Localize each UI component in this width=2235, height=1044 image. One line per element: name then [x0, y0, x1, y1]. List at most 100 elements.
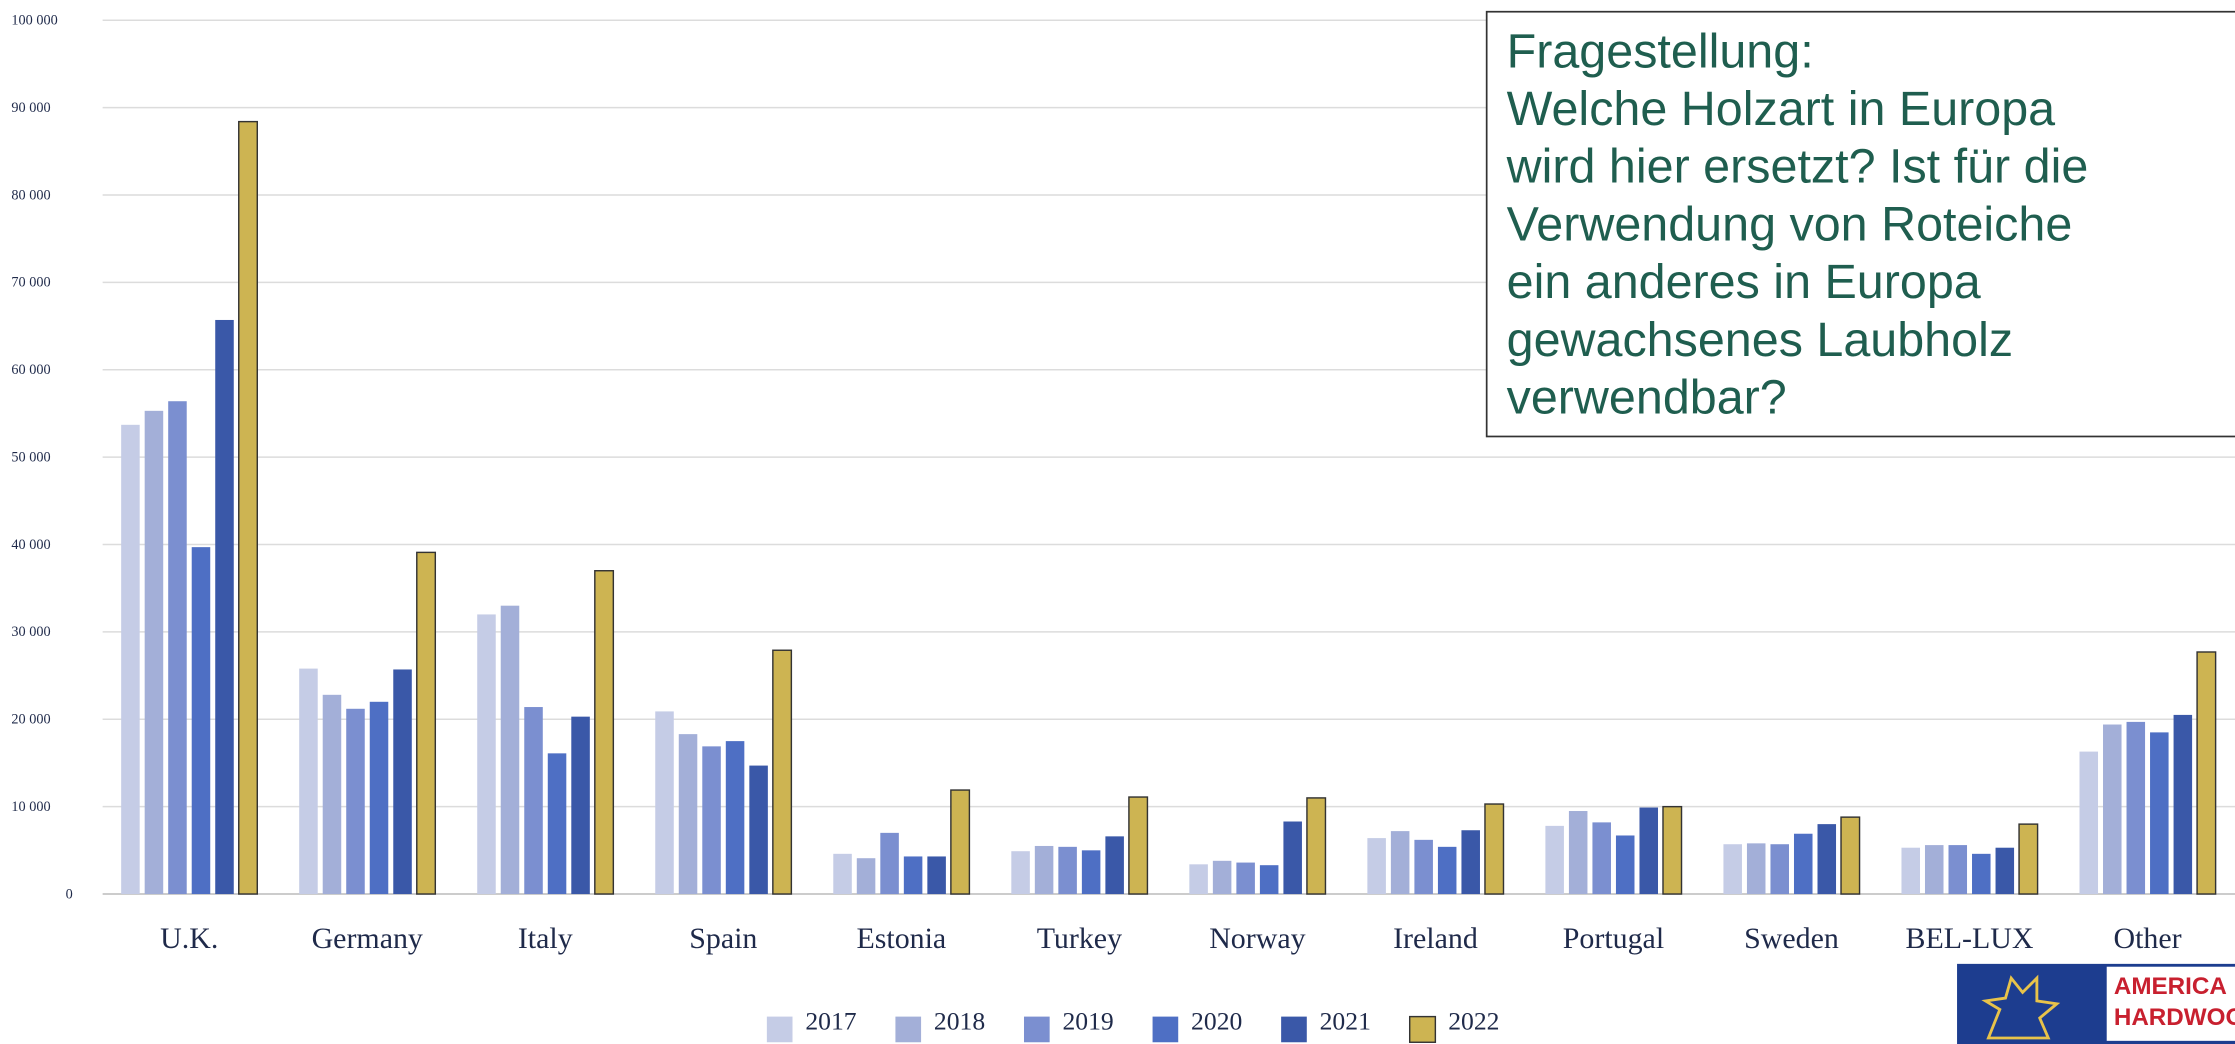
- bar: [678, 734, 698, 895]
- bar: [833, 853, 852, 895]
- x-tick-label: Norway: [1209, 922, 1305, 955]
- y-tick-label: 70 000: [11, 275, 50, 291]
- bar: [1058, 846, 1077, 895]
- bar: [2079, 751, 2099, 895]
- legend-label: 2021: [1320, 1006, 1371, 1035]
- bar: [1034, 845, 1054, 895]
- bar: [880, 832, 899, 895]
- bar: [1545, 825, 1564, 895]
- legend-label: 2017: [805, 1006, 856, 1035]
- question-line: ein anderes in Europa: [1507, 255, 1981, 309]
- bar: [1972, 853, 1991, 895]
- bar: [144, 410, 164, 895]
- legend-label: 2022: [1448, 1006, 1499, 1035]
- logo-text: HARDWOO: [2114, 1004, 2235, 1031]
- bar: [346, 708, 365, 895]
- bar: [1568, 811, 1588, 895]
- bar: [168, 401, 187, 895]
- legend-swatch: [1408, 1015, 1437, 1043]
- legend-swatch: [1281, 1016, 1307, 1043]
- legend-label: 2019: [1062, 1006, 1113, 1035]
- bar: [524, 707, 543, 895]
- bar: [1011, 851, 1030, 895]
- bar: [1081, 850, 1101, 895]
- legend-swatch: [1023, 1016, 1050, 1043]
- bar: [2018, 823, 2039, 895]
- x-tick-label: Other: [2113, 922, 2181, 955]
- bar: [655, 711, 674, 895]
- bar: [215, 319, 234, 895]
- question-line: verwendbar?: [1507, 371, 1787, 425]
- question-line: wird hier ersetzt? Ist für die: [1506, 140, 2089, 194]
- bar: [1840, 816, 1861, 895]
- question-box: Fragestellung:Welche Holzart in Europawi…: [1485, 10, 2235, 438]
- bar: [2103, 724, 2122, 895]
- bar: [2196, 651, 2217, 895]
- bar: [1592, 822, 1611, 895]
- bar: [1128, 796, 1149, 895]
- bar: [1924, 845, 1944, 895]
- bar: [772, 649, 793, 895]
- bar: [1437, 846, 1457, 895]
- bar: [1259, 865, 1279, 895]
- x-tick-label: Ireland: [1393, 922, 1478, 955]
- y-tick-label: 30 000: [11, 624, 50, 640]
- legend-swatch: [766, 1016, 793, 1043]
- x-tick-label: Italy: [518, 922, 573, 955]
- logo: AMERICA HARDWOO: [1957, 963, 2235, 1044]
- bar: [1770, 844, 1789, 895]
- bar: [1948, 845, 1968, 895]
- bar: [1105, 836, 1124, 895]
- y-tick-label: 40 000: [11, 537, 50, 553]
- bar: [1236, 862, 1255, 895]
- bar: [121, 424, 140, 895]
- x-tick-label: Estonia: [856, 922, 946, 955]
- y-tick-label: 10 000: [11, 799, 50, 815]
- bar: [1212, 860, 1232, 895]
- bar: [1723, 844, 1742, 895]
- bar: [1390, 831, 1410, 895]
- x-tick-label: Germany: [312, 922, 423, 955]
- bar: [1306, 797, 1327, 895]
- y-tick-label: 80 000: [11, 187, 50, 203]
- bar: [702, 746, 721, 895]
- bar: [369, 701, 389, 895]
- x-tick-label: Sweden: [1744, 922, 1839, 955]
- legend-swatch: [895, 1016, 922, 1043]
- legend-swatch: [1152, 1016, 1179, 1043]
- bar: [393, 669, 412, 895]
- logo-leaf: [1981, 974, 2061, 1040]
- bar: [594, 570, 615, 895]
- question-line: Verwendung von Roteiche: [1507, 197, 2073, 251]
- y-tick-label: 0: [66, 886, 73, 902]
- bar: [1995, 847, 2015, 895]
- bar: [477, 614, 496, 895]
- bar: [950, 789, 971, 895]
- x-tick-label: Spain: [689, 922, 757, 955]
- bar: [238, 120, 258, 895]
- bar: [1367, 838, 1386, 895]
- question-line: gewachsenes Laubholz: [1507, 313, 2013, 367]
- x-tick-label: U.K.: [160, 922, 218, 955]
- bar: [1484, 803, 1505, 895]
- question-line: Fragestellung:: [1507, 24, 1814, 78]
- bar: [1414, 839, 1433, 895]
- bar: [500, 605, 520, 895]
- bar: [2126, 721, 2146, 895]
- bar: [1283, 821, 1302, 895]
- y-tick-label: 100 000: [11, 13, 57, 29]
- y-tick-label: 20 000: [11, 712, 50, 728]
- x-tick-label: BEL-LUX: [1906, 922, 2034, 955]
- bar: [1793, 833, 1813, 895]
- legend: 2017 2018 2019 2020 2021 2022: [766, 1006, 1499, 1043]
- bar: [1901, 847, 1920, 895]
- bar: [927, 856, 946, 895]
- bar: [749, 765, 768, 895]
- bar: [856, 858, 876, 895]
- bar: [1189, 864, 1208, 895]
- x-tick-label: Turkey: [1037, 922, 1122, 955]
- bar: [725, 741, 745, 895]
- x-tick-label: Portugal: [1563, 922, 1664, 955]
